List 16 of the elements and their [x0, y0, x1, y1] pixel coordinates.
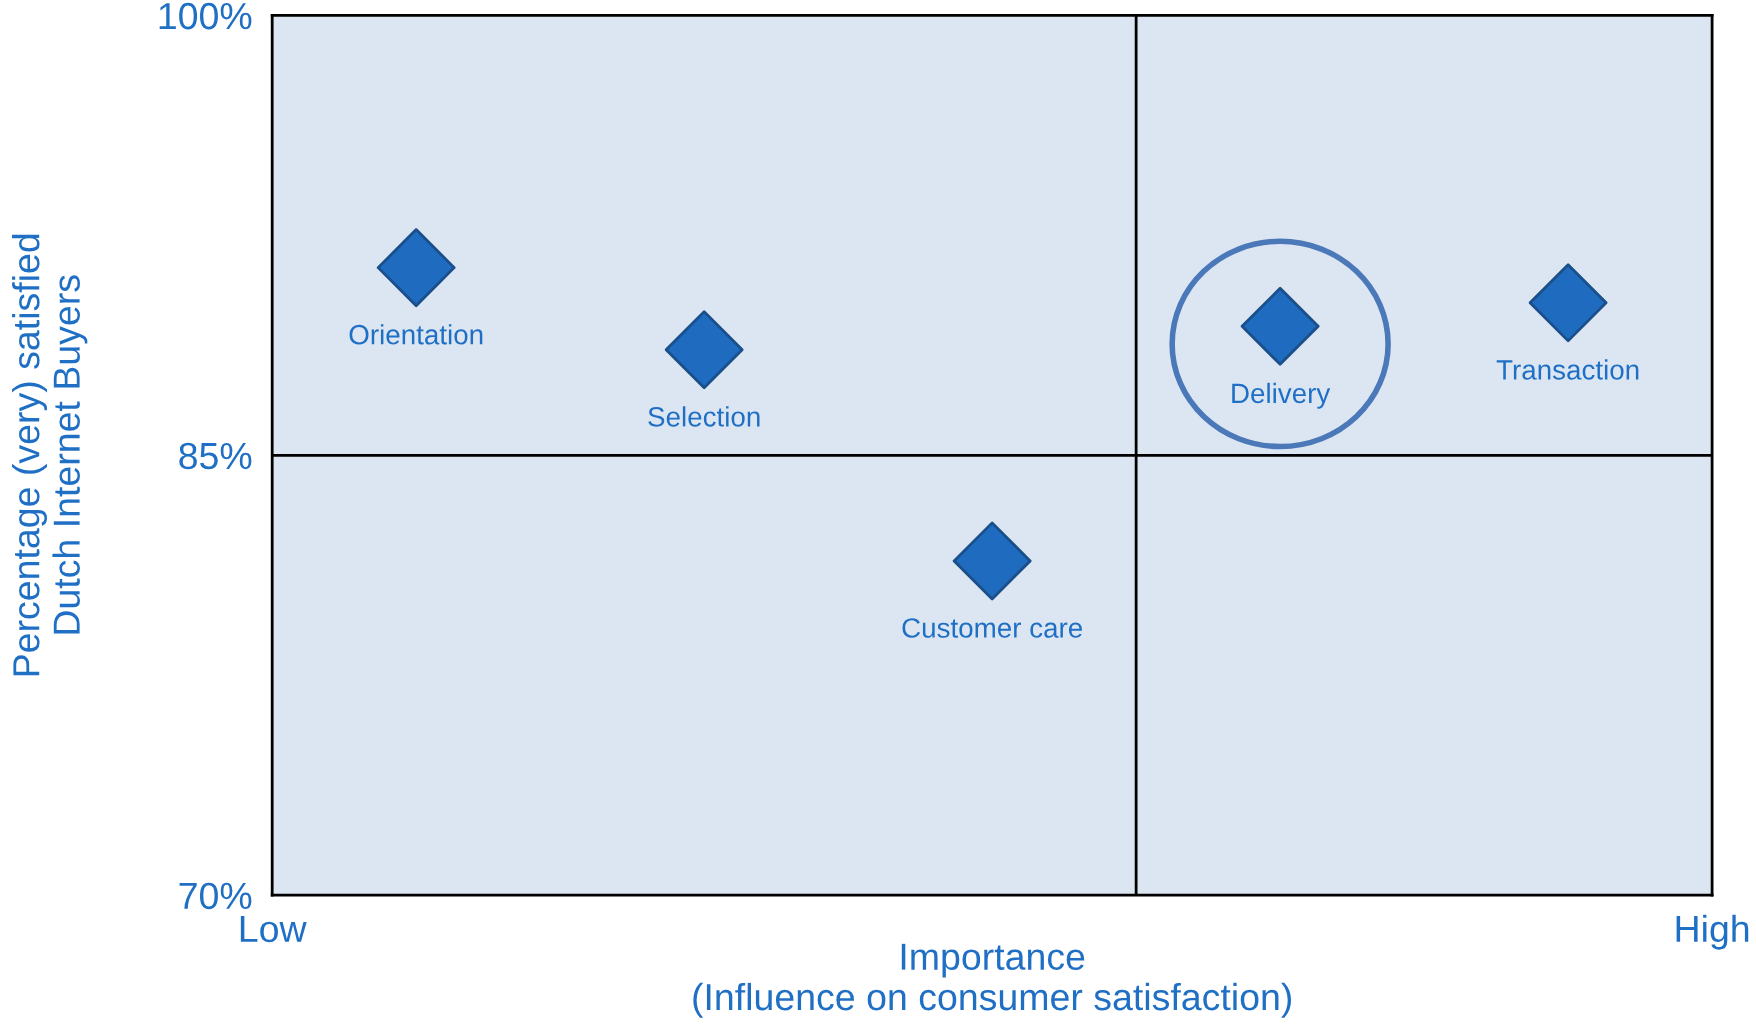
series-label: Delivery: [1232, 382, 1331, 409]
point: [664, 310, 744, 390]
point: [952, 521, 1032, 601]
y-tick-label: 85%: [179, 442, 252, 470]
y-axis-title: Percentage (very) satisfied Dutch Internet Buyers: [12, 234, 88, 676]
point: [376, 228, 456, 308]
text: High: [1676, 914, 1749, 950]
series-label: Selection: [648, 406, 760, 427]
x-axis-title: Importance (Influence on consumer satisfaction): [693, 943, 1292, 1018]
point: [1528, 263, 1608, 343]
series-label: Customer care: [902, 618, 1082, 638]
y-tick-label: 70%: [179, 882, 252, 910]
text: Low: [240, 916, 307, 943]
y-tick-label: 100%: [159, 2, 252, 30]
series-label: Transaction: [1496, 359, 1639, 380]
series-label: Orientation: [349, 324, 483, 345]
